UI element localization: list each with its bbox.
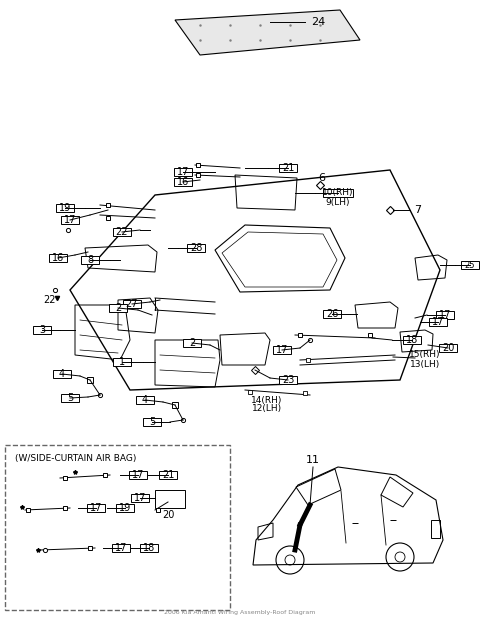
FancyBboxPatch shape	[61, 216, 79, 224]
Text: 5: 5	[67, 393, 73, 403]
FancyBboxPatch shape	[131, 494, 149, 502]
Text: 17: 17	[432, 317, 444, 327]
FancyBboxPatch shape	[439, 344, 457, 352]
FancyBboxPatch shape	[113, 358, 131, 366]
Text: 8: 8	[87, 255, 93, 265]
Text: 12(LH): 12(LH)	[252, 404, 282, 414]
FancyBboxPatch shape	[87, 504, 105, 512]
Text: 15(RH): 15(RH)	[409, 350, 441, 360]
Text: 21: 21	[162, 470, 174, 480]
Text: 19: 19	[119, 503, 131, 513]
Text: 17: 17	[90, 503, 102, 513]
FancyBboxPatch shape	[174, 168, 192, 176]
FancyBboxPatch shape	[5, 445, 230, 610]
FancyBboxPatch shape	[143, 418, 161, 426]
Text: 6: 6	[319, 173, 325, 183]
Text: 4: 4	[59, 369, 65, 379]
FancyBboxPatch shape	[174, 178, 192, 186]
Text: 2006 Kia Amanti Wiring Assembly-Roof Diagram: 2006 Kia Amanti Wiring Assembly-Roof Dia…	[164, 610, 316, 615]
Text: 14(RH): 14(RH)	[252, 396, 283, 404]
FancyBboxPatch shape	[183, 339, 201, 347]
Text: 26: 26	[326, 309, 338, 319]
Text: 7: 7	[414, 205, 421, 215]
FancyBboxPatch shape	[436, 311, 454, 319]
FancyBboxPatch shape	[56, 204, 74, 212]
Text: 16: 16	[52, 253, 64, 263]
Text: 4: 4	[142, 395, 148, 405]
Text: 23: 23	[282, 375, 294, 385]
FancyBboxPatch shape	[123, 300, 141, 308]
Text: 17: 17	[115, 543, 127, 553]
Text: 20: 20	[162, 510, 174, 520]
Text: 16: 16	[177, 177, 189, 187]
Text: 20: 20	[442, 343, 454, 353]
FancyBboxPatch shape	[140, 544, 158, 552]
Text: 5: 5	[149, 417, 155, 427]
Text: 11: 11	[306, 455, 320, 465]
Text: 13(LH): 13(LH)	[410, 360, 440, 368]
FancyBboxPatch shape	[109, 304, 127, 312]
FancyBboxPatch shape	[187, 244, 205, 252]
Text: 18: 18	[143, 543, 155, 553]
FancyBboxPatch shape	[81, 256, 99, 264]
Text: 24: 24	[311, 17, 325, 27]
Text: 2: 2	[115, 303, 121, 313]
Text: 17: 17	[132, 470, 144, 480]
FancyBboxPatch shape	[273, 346, 291, 354]
FancyBboxPatch shape	[33, 326, 51, 334]
FancyBboxPatch shape	[323, 189, 353, 197]
Text: 28: 28	[190, 243, 202, 253]
Polygon shape	[175, 10, 360, 55]
Text: 2: 2	[189, 338, 195, 348]
Text: 3: 3	[39, 325, 45, 335]
Text: 25: 25	[465, 260, 475, 270]
FancyBboxPatch shape	[113, 228, 131, 236]
FancyBboxPatch shape	[155, 490, 185, 508]
Text: (W/SIDE-CURTAIN AIR BAG): (W/SIDE-CURTAIN AIR BAG)	[15, 453, 136, 463]
FancyBboxPatch shape	[323, 310, 341, 318]
FancyBboxPatch shape	[403, 336, 421, 344]
FancyBboxPatch shape	[279, 376, 297, 384]
Text: 22: 22	[116, 227, 128, 237]
FancyBboxPatch shape	[461, 261, 479, 269]
FancyBboxPatch shape	[53, 370, 71, 378]
Text: 19: 19	[59, 203, 71, 213]
FancyBboxPatch shape	[279, 164, 297, 172]
Text: 10(RH): 10(RH)	[322, 188, 354, 198]
FancyBboxPatch shape	[49, 254, 67, 262]
FancyBboxPatch shape	[112, 544, 130, 552]
Text: 17: 17	[439, 310, 451, 320]
Text: 18: 18	[406, 335, 418, 345]
FancyBboxPatch shape	[61, 394, 79, 402]
FancyBboxPatch shape	[429, 318, 447, 326]
FancyBboxPatch shape	[136, 396, 154, 404]
Text: 17: 17	[177, 167, 189, 177]
Text: 17: 17	[134, 493, 146, 503]
Text: 22: 22	[44, 295, 56, 305]
FancyBboxPatch shape	[129, 471, 147, 479]
Text: 9(LH): 9(LH)	[326, 198, 350, 206]
Text: 21: 21	[282, 163, 294, 173]
FancyBboxPatch shape	[159, 471, 177, 479]
FancyBboxPatch shape	[116, 504, 134, 512]
Text: 1: 1	[119, 357, 125, 367]
Text: 17: 17	[276, 345, 288, 355]
Text: 27: 27	[126, 299, 138, 309]
Text: 17: 17	[64, 215, 76, 225]
